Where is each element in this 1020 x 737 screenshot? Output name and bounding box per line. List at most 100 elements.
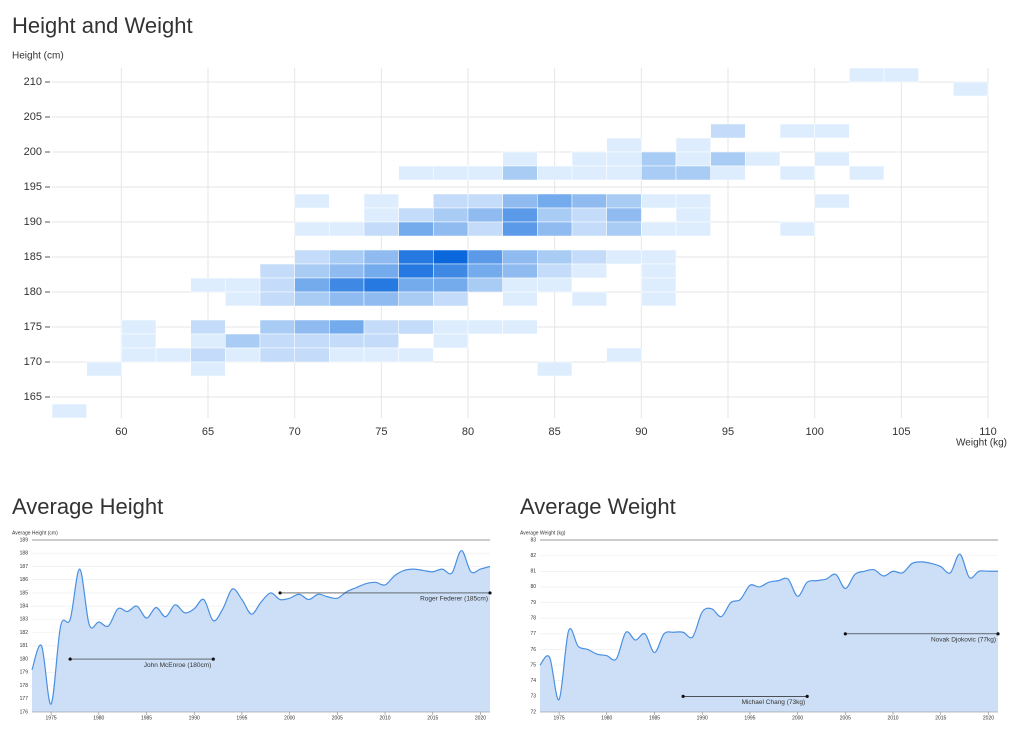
y-tick-label: 195 xyxy=(24,181,42,193)
heat-cell xyxy=(329,347,365,363)
heat-cell xyxy=(121,347,157,363)
heat-cell xyxy=(502,263,538,279)
line xyxy=(31,549,491,705)
heat-cell xyxy=(571,249,607,265)
annotation-dot xyxy=(681,694,685,698)
x-tick-label: 60 xyxy=(115,426,127,438)
heat-cell xyxy=(641,193,677,209)
x-tick-label: 70 xyxy=(289,426,301,438)
y-axis-title: Average Weight (kg) xyxy=(520,530,566,536)
heat-cell xyxy=(121,319,157,335)
heat-cell xyxy=(571,221,607,237)
heat-cell xyxy=(537,207,573,223)
y-tick-label: 73 xyxy=(530,694,536,700)
heat-cell xyxy=(675,165,711,181)
y-tick-label: 79 xyxy=(530,600,536,606)
heat-cell xyxy=(675,207,711,223)
heat-cell xyxy=(641,165,677,181)
heat-cell xyxy=(710,123,746,139)
heat-cell xyxy=(675,137,711,153)
y-tick-label: 176 xyxy=(20,709,29,715)
heat-cell xyxy=(363,319,399,335)
heat-cell xyxy=(606,193,642,209)
heat-cell xyxy=(537,165,573,181)
x-tick-label: 2000 xyxy=(284,715,295,721)
line xyxy=(539,553,998,701)
x-tick-label: 2005 xyxy=(332,715,343,721)
heat-cell xyxy=(190,333,226,349)
heat-cell xyxy=(571,193,607,209)
heat-cell xyxy=(398,319,434,335)
heat-cell xyxy=(849,165,885,181)
annotation-label: Novak Djokovic (77kg) xyxy=(931,637,996,644)
x-tick-label: 90 xyxy=(635,426,647,438)
y-tick-label: 80 xyxy=(530,584,536,590)
heat-cell xyxy=(329,291,365,307)
heat-cell xyxy=(294,221,330,237)
x-tick-label: 2000 xyxy=(792,715,803,721)
annotation-dot xyxy=(68,657,72,661)
x-tick-label: 1990 xyxy=(189,715,200,721)
y-tick-label: 76 xyxy=(530,647,536,653)
y-tick-label: 183 xyxy=(20,617,29,623)
x-tick-label: 80 xyxy=(462,426,474,438)
y-tick-label: 77 xyxy=(530,631,536,637)
heat-cell xyxy=(606,165,642,181)
heat-cell xyxy=(502,165,538,181)
heat-cell xyxy=(467,249,503,265)
heat-cell xyxy=(259,291,295,307)
heat-cell xyxy=(502,249,538,265)
annotation-dot xyxy=(211,657,215,661)
heat-cell xyxy=(86,361,122,377)
x-axis-title: Weight (kg) xyxy=(956,438,1007,449)
heat-cell xyxy=(433,291,469,307)
heat-cell xyxy=(329,263,365,279)
x-tick-label: 105 xyxy=(892,426,910,438)
y-tick-label: 72 xyxy=(530,709,536,715)
heat-cell xyxy=(571,263,607,279)
heat-cell xyxy=(329,333,365,349)
x-tick-label: 2010 xyxy=(887,715,898,721)
chart-title: Average Weight xyxy=(520,494,676,519)
heat-cell xyxy=(329,249,365,265)
heat-cell xyxy=(641,249,677,265)
heat-cell xyxy=(294,193,330,209)
x-tick-label: 1985 xyxy=(649,715,660,721)
x-tick-label: 1985 xyxy=(141,715,152,721)
x-tick-label: 1980 xyxy=(601,715,612,721)
heat-cell xyxy=(606,249,642,265)
x-tick-label: 110 xyxy=(979,426,997,438)
heat-cell xyxy=(294,319,330,335)
heat-cell xyxy=(294,249,330,265)
x-tick-label: 1995 xyxy=(236,715,247,721)
y-tick-label: 178 xyxy=(20,683,29,689)
heat-cell xyxy=(259,347,295,363)
heat-cell xyxy=(121,333,157,349)
y-tick-label: 190 xyxy=(24,216,42,228)
y-tick-label: 185 xyxy=(20,590,29,596)
heat-cell xyxy=(363,347,399,363)
heat-cell xyxy=(294,291,330,307)
heat-cell xyxy=(571,207,607,223)
heat-cell xyxy=(433,221,469,237)
heat-cell xyxy=(294,347,330,363)
y-tick-label: 180 xyxy=(20,656,29,662)
x-tick-label: 95 xyxy=(722,426,734,438)
heat-cell xyxy=(155,347,191,363)
heat-cell xyxy=(225,291,261,307)
heat-cell xyxy=(433,277,469,293)
heat-cell xyxy=(433,249,469,265)
annotation-dot xyxy=(805,694,809,698)
heat-cell xyxy=(467,221,503,237)
heat-cell xyxy=(259,319,295,335)
chart-title: Average Height xyxy=(12,494,163,519)
y-tick-label: 181 xyxy=(20,643,29,649)
y-tick-label: 210 xyxy=(24,76,42,88)
annotation-dot xyxy=(843,632,847,636)
annotation-dot xyxy=(488,591,492,595)
heat-cell xyxy=(433,319,469,335)
annotation-label: Roger Federer (185cm) xyxy=(420,596,488,603)
y-tick-label: 165 xyxy=(24,391,42,403)
